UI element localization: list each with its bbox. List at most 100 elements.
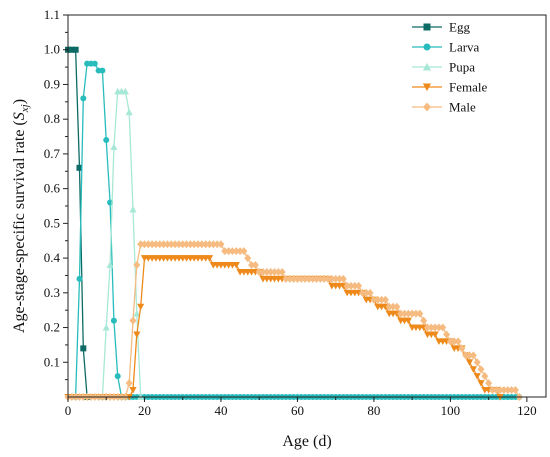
y-axis-title-text: Age-stage-specific survival rate ( xyxy=(11,120,28,333)
point-male xyxy=(435,323,443,332)
point-egg xyxy=(80,345,87,352)
point-male xyxy=(282,274,290,283)
point-male xyxy=(175,240,183,249)
point-male xyxy=(385,302,393,311)
point-female xyxy=(469,366,477,373)
point-larva xyxy=(114,373,121,380)
point-male xyxy=(144,240,152,249)
x-tick-label-100: 100 xyxy=(441,403,461,418)
point-male xyxy=(171,240,179,249)
point-male xyxy=(427,323,435,332)
point-male xyxy=(485,379,493,388)
point-male xyxy=(511,386,519,395)
point-female xyxy=(404,317,412,325)
x-tick-label-120: 120 xyxy=(517,403,537,418)
y-tick-label-0.1: 0.1 xyxy=(44,354,60,369)
point-male xyxy=(370,295,378,304)
point-male xyxy=(270,267,278,276)
y-tick-label-0.3: 0.3 xyxy=(44,285,60,300)
y-axis-title-close: ) xyxy=(11,99,28,104)
point-female xyxy=(473,373,481,380)
point-egg xyxy=(72,46,79,53)
point-male xyxy=(297,274,305,283)
point-male xyxy=(439,323,447,332)
point-male xyxy=(225,247,233,256)
y-tick-label-0.6: 0.6 xyxy=(44,181,61,196)
point-male xyxy=(469,351,477,360)
point-male xyxy=(366,288,374,297)
point-male xyxy=(381,295,389,304)
point-male xyxy=(148,240,156,249)
legend-label-pupa: Pupa xyxy=(449,60,475,75)
point-male xyxy=(431,323,439,332)
point-male xyxy=(263,267,271,276)
point-male xyxy=(332,274,340,283)
axes: 0 20 40 60 80 100 120 0.1 0.2 0.3 0.4 0.5 0.6 0.7 0.8 0… xyxy=(44,7,547,418)
x-tick-label-60: 60 xyxy=(291,403,304,418)
point-male xyxy=(466,351,474,360)
y-tick-label-0.5: 0.5 xyxy=(44,215,60,230)
series-pupa xyxy=(98,87,145,400)
y-axis-title: Age-stage-specific survival rate (Sxj) xyxy=(11,99,31,333)
point-male xyxy=(355,281,363,290)
point-male xyxy=(198,240,206,249)
point-male xyxy=(328,274,336,283)
point-male xyxy=(163,240,171,249)
point-male xyxy=(309,274,317,283)
point-female xyxy=(133,331,141,339)
point-male xyxy=(389,302,397,311)
legend-label-male: Male xyxy=(449,100,476,115)
point-male xyxy=(496,386,504,395)
point-female xyxy=(232,262,240,269)
point-male xyxy=(183,240,191,249)
point-male xyxy=(320,274,328,283)
point-male xyxy=(500,386,508,395)
point-female xyxy=(129,387,137,394)
point-male xyxy=(343,281,351,290)
point-male xyxy=(179,240,187,249)
plot-area xyxy=(64,46,523,401)
point-male xyxy=(248,261,256,270)
point-male xyxy=(259,267,267,276)
point-male xyxy=(339,274,347,283)
point-male xyxy=(423,323,431,332)
point-male xyxy=(190,240,198,249)
point-egg xyxy=(76,164,83,171)
y-axis-title-subscript: xj xyxy=(19,104,31,113)
point-male xyxy=(221,247,229,256)
point-male xyxy=(140,240,148,249)
point-male xyxy=(358,288,366,297)
point-female xyxy=(465,359,474,366)
point-male xyxy=(251,261,259,270)
legend-marker-egg xyxy=(423,23,431,31)
legend-item-larva: Larva xyxy=(412,40,480,55)
point-male xyxy=(228,247,236,256)
legend-marker-female xyxy=(422,83,432,92)
point-pupa xyxy=(121,87,129,95)
x-tick-label-0: 0 xyxy=(65,403,72,418)
y-tick-label-1.0: 1.0 xyxy=(44,42,60,57)
point-male xyxy=(156,240,164,249)
x-tick-label-20: 20 xyxy=(138,403,151,418)
y-axis-title-symbol: S xyxy=(11,112,28,120)
point-male xyxy=(205,240,213,249)
point-male xyxy=(458,344,466,353)
point-male xyxy=(274,267,282,276)
point-male xyxy=(404,309,412,318)
point-male xyxy=(446,337,454,346)
legend-item-egg: Egg xyxy=(412,20,470,35)
point-male xyxy=(202,240,210,249)
point-pupa xyxy=(133,310,141,317)
point-male xyxy=(420,316,428,325)
legend-marker-male xyxy=(423,102,431,112)
series-line-pupa xyxy=(101,90,142,398)
point-male xyxy=(286,274,294,283)
point-male xyxy=(488,386,496,395)
point-male xyxy=(454,337,462,346)
point-pupa xyxy=(125,108,133,116)
point-male xyxy=(129,316,137,325)
point-larva xyxy=(103,137,110,144)
point-male xyxy=(393,302,401,311)
y-tick-label-0.4: 0.4 xyxy=(44,250,61,265)
